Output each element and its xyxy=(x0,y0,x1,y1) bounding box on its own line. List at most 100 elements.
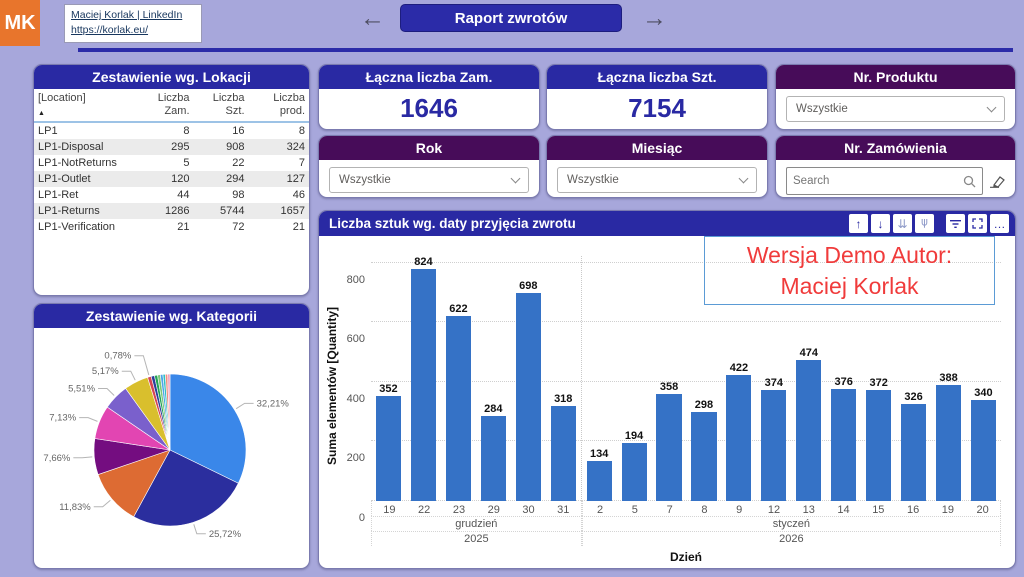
y-tick-label: 0 xyxy=(358,512,365,524)
location-cell: LP1-Verification xyxy=(38,221,116,233)
location-cell: LP1-Outlet xyxy=(38,173,91,185)
pie-slice[interactable] xyxy=(167,373,171,451)
bar[interactable] xyxy=(550,406,576,501)
bar[interactable] xyxy=(586,461,612,501)
bar-value-label: 698 xyxy=(519,280,538,293)
bar-value-label: 474 xyxy=(799,346,818,359)
bar[interactable] xyxy=(410,269,436,501)
month-slicer-panel: Miesiąc Wszystkie xyxy=(546,135,768,198)
pie-label-leader-line xyxy=(134,355,150,376)
bar[interactable] xyxy=(480,416,506,501)
bar[interactable] xyxy=(691,412,717,501)
page-title[interactable]: Raport zwrotów xyxy=(400,4,622,32)
day-label: 2 xyxy=(597,504,604,516)
expand-all-icon[interactable]: ⋔ xyxy=(915,214,934,233)
day-label: 19 xyxy=(941,504,954,516)
eraser-icon[interactable] xyxy=(989,174,1005,188)
bar[interactable] xyxy=(656,394,682,501)
value-cell: 21 xyxy=(177,221,190,233)
location-cell: LP1-Ret xyxy=(38,189,79,201)
bar[interactable] xyxy=(375,396,402,501)
bar-value-label: 194 xyxy=(624,430,644,443)
pie-label-leader-line xyxy=(93,499,111,508)
day-label: 22 xyxy=(418,504,431,516)
drill-down-icon[interactable]: ↓ xyxy=(871,214,890,233)
table-row[interactable]: LP1-Disposal 295 908 324 xyxy=(34,139,309,155)
bar[interactable] xyxy=(621,443,647,501)
linkedin-link[interactable]: Maciej Korlak | LinkedIn xyxy=(71,9,183,21)
column-header-location[interactable]: [Location] ▲ xyxy=(34,89,139,123)
bar-chart: Suma elementów [Quantity] 0 200 400 600 800 … xyxy=(319,236,1015,566)
bar-value-label: 374 xyxy=(764,376,783,389)
y-tick-label: 200 xyxy=(346,452,365,465)
drill-up-icon[interactable]: ↑ xyxy=(849,214,868,233)
bar[interactable] xyxy=(935,385,962,501)
location-table: [Location] ▲ Liczba Zam. Liczba Szt. Lic… xyxy=(34,89,309,235)
day-label: 9 xyxy=(736,504,743,516)
table-row[interactable]: LP1-Returns 1286 5744 1657 xyxy=(34,203,309,219)
product-slicer-panel: Nr. Produktu Wszystkie xyxy=(775,64,1016,130)
column-header-liczba-zam[interactable]: Liczba Zam. xyxy=(138,89,194,123)
pie-label-leader-line xyxy=(79,417,98,422)
product-dropdown[interactable]: Wszystkie xyxy=(786,96,1005,122)
bar[interactable] xyxy=(796,359,822,501)
day-label: 8 xyxy=(701,504,708,516)
column-header-liczba-prod[interactable]: Liczba prod. xyxy=(248,89,309,123)
day-label: 12 xyxy=(767,504,781,516)
more-options-icon[interactable]: … xyxy=(990,214,1009,233)
gridline xyxy=(371,321,1001,323)
bar[interactable] xyxy=(831,389,857,501)
card-total-orders: Łączna liczba Zam. 1646 xyxy=(318,64,540,130)
bar[interactable] xyxy=(901,403,927,501)
author-link-box: Maciej Korlak | LinkedIn https://korlak.… xyxy=(64,4,202,43)
bar-chart-title: Liczba sztuk wg. daty przyjęcia zwrotu xyxy=(329,216,576,231)
bar[interactable] xyxy=(726,375,752,501)
pie-label: 7,13% xyxy=(49,413,76,424)
column-header-liczba-szt[interactable]: Liczba Szt. xyxy=(193,89,249,123)
card-total-units-title: Łączna liczba Szt. xyxy=(547,65,767,89)
website-link[interactable]: https://korlak.eu/ xyxy=(71,24,149,36)
product-slicer-title: Nr. Produktu xyxy=(776,65,1015,89)
location-cell: LP1 xyxy=(38,125,58,137)
bar[interactable] xyxy=(515,293,541,501)
month-dropdown[interactable]: Wszystkie xyxy=(557,167,757,193)
table-row[interactable]: LP1 8 16 8 xyxy=(34,122,309,139)
pie-slice[interactable] xyxy=(169,373,247,484)
bar-value-label: 622 xyxy=(449,302,468,315)
next-page-arrow-icon[interactable]: → xyxy=(642,4,667,32)
focus-mode-icon[interactable] xyxy=(968,214,987,233)
day-label: 19 xyxy=(383,504,396,516)
year-dropdown[interactable]: Wszystkie xyxy=(329,167,529,193)
card-total-orders-title: Łączna liczba Zam. xyxy=(319,65,539,89)
pie-label: 11,83% xyxy=(59,502,91,513)
filter-icon[interactable] xyxy=(946,214,965,233)
bar-value-label: 134 xyxy=(589,448,609,461)
month-dropdown-value: Wszystkie xyxy=(567,174,619,186)
x-axis-day-labels: 19 22 23 29 30 31 2 5 7 8 9 12 13 14 15 16 19 20 xyxy=(371,501,1001,516)
go-to-next-level-icon[interactable]: ⇊ xyxy=(893,214,912,233)
gridline xyxy=(371,261,1001,263)
table-row[interactable]: LP1-Outlet 120 294 127 xyxy=(34,171,309,187)
pie-label: 0,78% xyxy=(104,351,131,362)
value-cell: 1286 xyxy=(165,205,190,217)
bar-value-label: 358 xyxy=(659,381,679,394)
table-row[interactable]: LP1-Ret 44 98 46 xyxy=(34,187,309,203)
day-label: 16 xyxy=(906,504,920,516)
location-cell: LP1-Disposal xyxy=(38,141,104,153)
prev-page-arrow-icon[interactable]: ← xyxy=(360,4,385,32)
table-row[interactable]: LP1-Verification 21 72 21 xyxy=(34,219,309,235)
y-tick-label: 600 xyxy=(346,333,365,346)
value-cell: 44 xyxy=(177,189,190,201)
card-total-units-value: 7154 xyxy=(628,93,686,123)
bar[interactable] xyxy=(761,389,787,501)
day-label: 13 xyxy=(802,504,815,516)
y-tick-label: 800 xyxy=(346,273,365,286)
bar[interactable] xyxy=(445,315,471,501)
month-label: grudzień xyxy=(455,518,498,530)
bar[interactable] xyxy=(970,399,997,501)
order-search-input[interactable] xyxy=(793,175,963,187)
x-axis-year-labels: 2025 2026 xyxy=(371,531,1001,546)
y-axis-title: Suma elementów [Quantity] xyxy=(325,306,339,466)
bar[interactable] xyxy=(866,390,892,501)
table-row[interactable]: LP1-NotReturns 5 22 7 xyxy=(34,155,309,171)
